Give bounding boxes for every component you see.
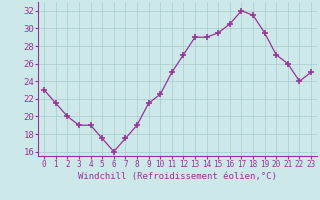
X-axis label: Windchill (Refroidissement éolien,°C): Windchill (Refroidissement éolien,°C) [78, 172, 277, 181]
